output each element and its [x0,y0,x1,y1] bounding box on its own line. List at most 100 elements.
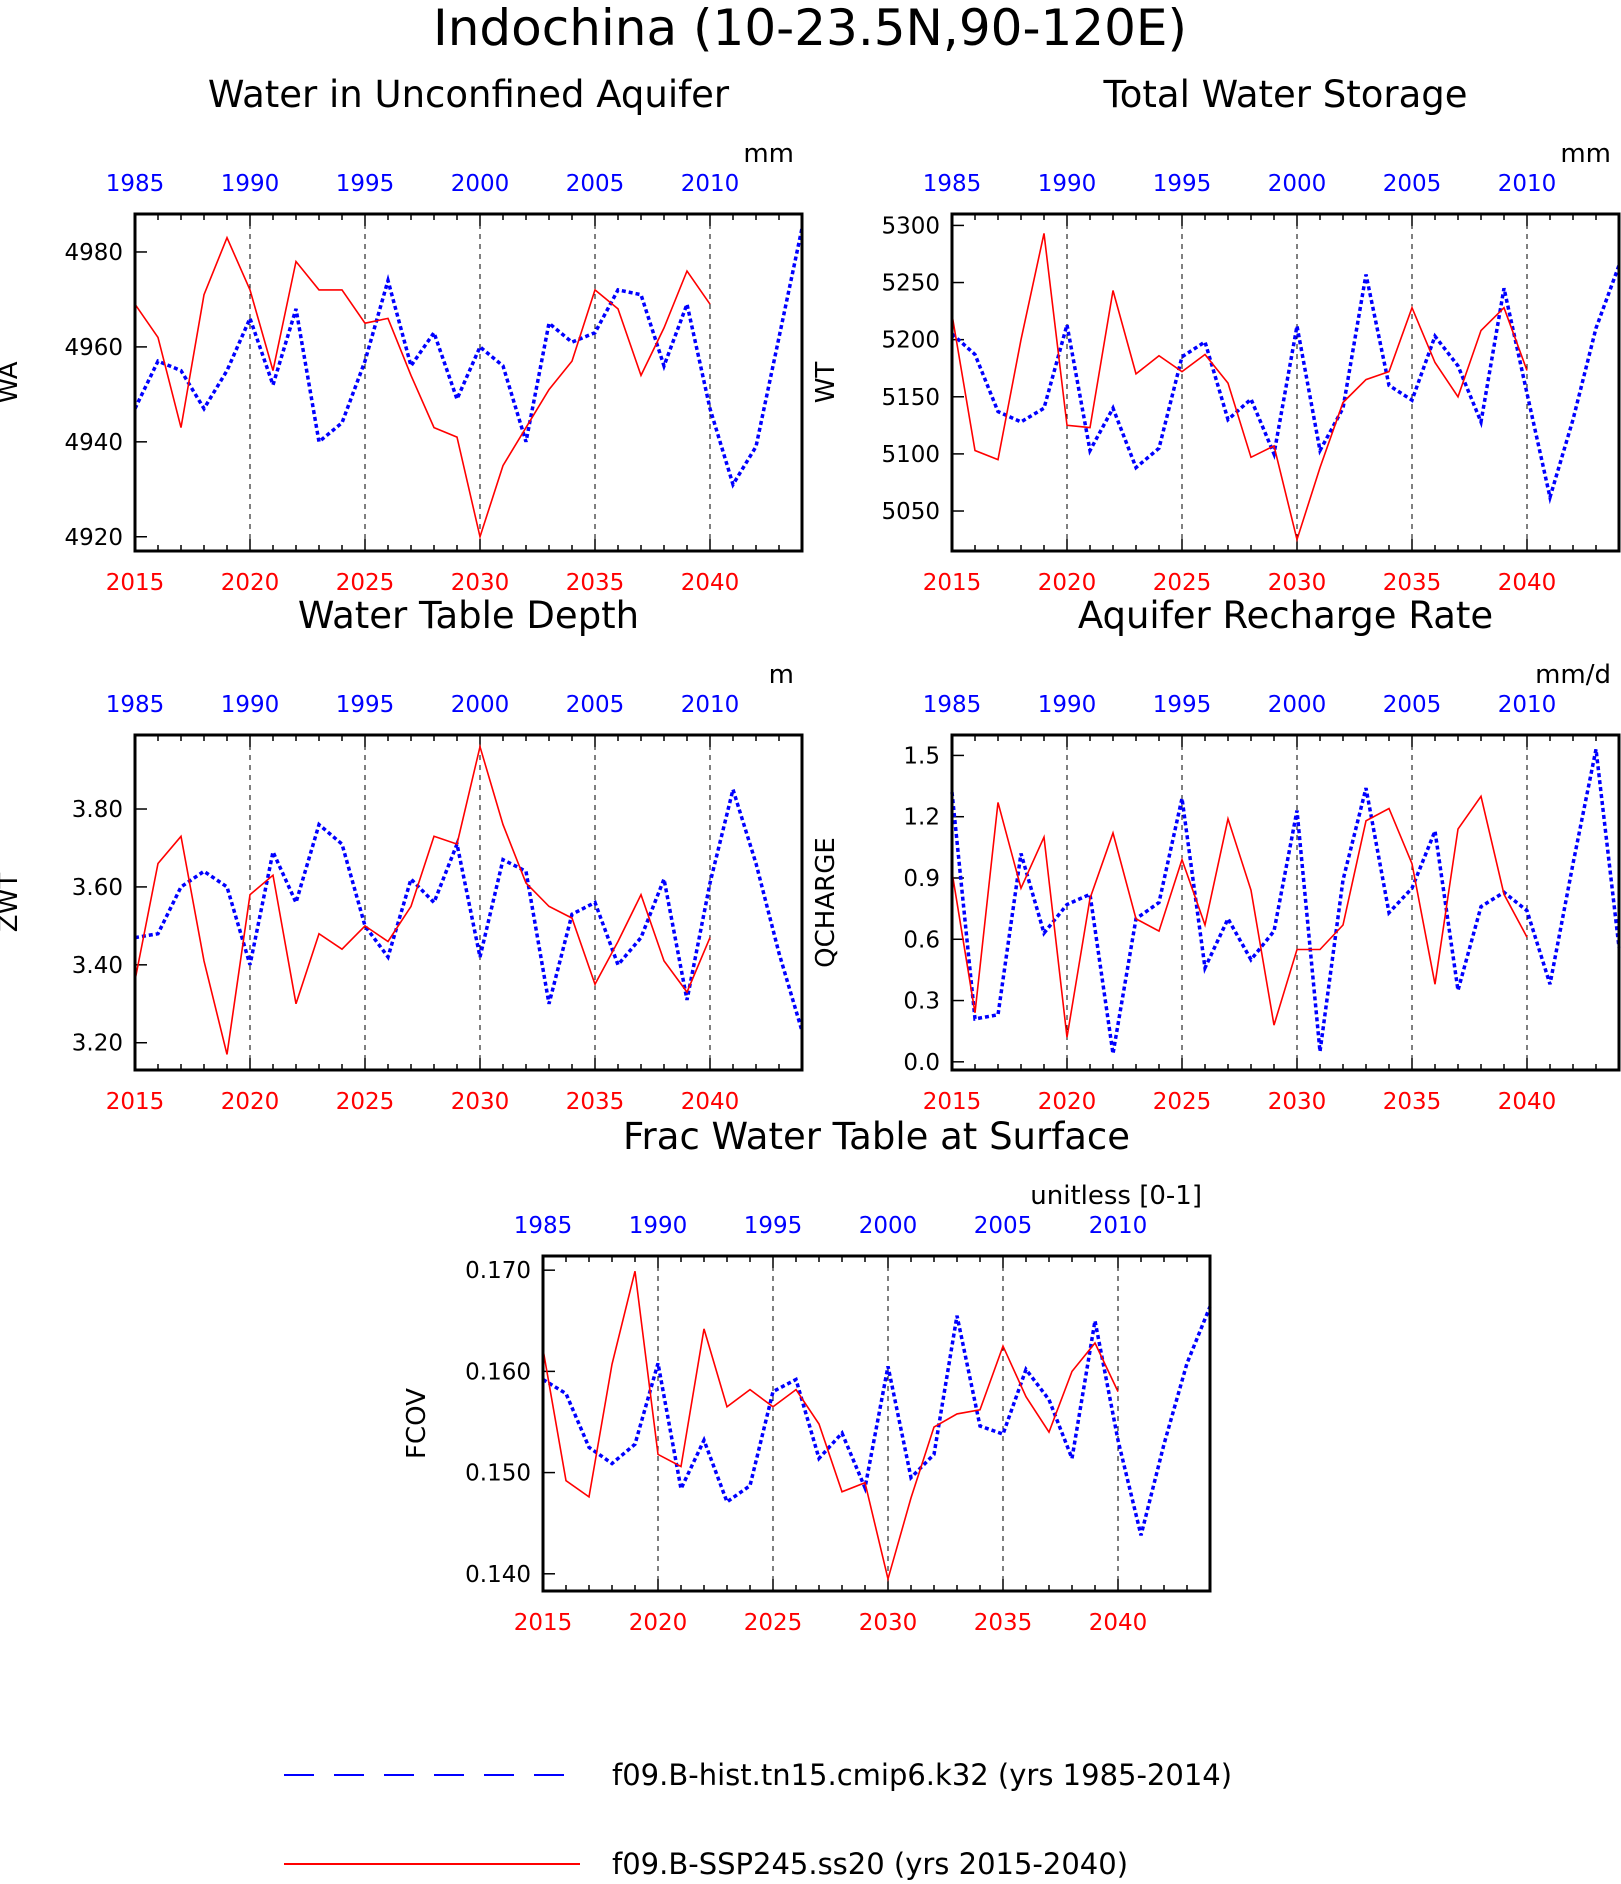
series-line-hist [950,264,1621,505]
y-tick-label: 5050 [881,499,940,525]
y-tick-label: 0.0 [903,1050,940,1076]
x-top-tick-label: 2005 [566,171,625,197]
x-top-tick-label: 1990 [221,171,280,197]
y-tick-label: 4960 [64,335,123,361]
y-tick-label: 5300 [881,213,940,239]
y-tick-label: 5150 [881,385,940,411]
plot-frame [133,212,804,553]
plot-frame [541,1254,1212,1593]
x-bottom-tick-label: 2030 [451,570,510,596]
panel-total-water-storage: Total Water Storage mm WT 5050 5100 5150 5200 5… [811,73,1621,596]
x-top-tick-label: 1995 [1153,692,1212,718]
y-tick-label: 3.20 [72,1031,123,1057]
series-line-ssp [951,233,1528,543]
series-line-hist [134,782,804,1032]
x-top-tick-label: 2000 [1268,692,1327,718]
x-top-tick-label: 2010 [1498,692,1557,718]
units-label: mm [743,139,794,169]
units-label: mm [1560,139,1611,169]
y-tick-label: 1.2 [903,805,940,831]
x-top-tick-label: 1990 [1038,692,1097,718]
x-top-tick-label: 2000 [451,171,510,197]
x-bottom-tick-label: 2035 [974,1610,1033,1636]
x-bottom-tick-label: 2025 [336,570,395,596]
x-bottom-tick-label: 2030 [1268,1089,1327,1115]
plot-frame [950,733,1621,1072]
x-bottom-tick-label: 2015 [106,1089,165,1115]
x-top-tick-label: 1985 [923,171,982,197]
y-tick-label: 5100 [881,442,940,468]
series-line-hist [542,1305,1212,1536]
x-top-tick-label: 2000 [1268,171,1327,197]
panel-water-in-unconfined-aquifer: Water in Unconfined Aquifer mm WA 4920 4940 4… [0,73,804,596]
x-bottom-tick-label: 2015 [923,570,982,596]
x-top-tick-label: 2000 [451,692,510,718]
x-top-tick-label: 2010 [1498,171,1557,197]
panel-water-table-depth: Water Table Depth m ZWT 3.20 3.40 3.60 3.80 201… [0,594,804,1115]
y-tick-label: 0.140 [465,1562,531,1588]
series-line-ssp [542,1271,1119,1583]
x-top-tick-label: 1985 [923,692,982,718]
x-bottom-tick-label: 2035 [1383,570,1442,596]
y-tick-label: 5250 [881,271,940,297]
units-label: m [769,660,794,690]
x-bottom-tick-label: 2040 [1498,570,1557,596]
page-title: Indochina (10-23.5N,90-120E) [433,0,1187,57]
y-tick-label: 0.170 [465,1258,531,1284]
x-top-tick-label: 2005 [1383,692,1442,718]
x-bottom-tick-label: 2015 [514,1610,573,1636]
y-tick-label: 0.150 [465,1461,531,1487]
y-tick-label: 4940 [64,430,123,456]
x-top-tick-label: 2000 [859,1213,918,1239]
x-top-tick-label: 1995 [1153,171,1212,197]
x-bottom-tick-label: 2035 [566,570,625,596]
y-tick-label: 3.40 [72,953,123,979]
x-bottom-tick-label: 2035 [1383,1089,1442,1115]
y-axis-label: QCHARGE [811,837,841,968]
x-top-tick-label: 1990 [1038,171,1097,197]
series-line-hist [133,227,804,489]
x-top-tick-label: 1985 [514,1213,573,1239]
x-bottom-tick-label: 2025 [1153,1089,1212,1115]
y-tick-label: 3.60 [72,875,123,901]
x-bottom-tick-label: 2020 [1038,1089,1097,1115]
x-top-tick-label: 2005 [1383,171,1442,197]
x-top-tick-label: 1990 [221,692,280,718]
y-axis-label: FCOV [402,1388,432,1459]
plot-frame [950,212,1621,553]
y-tick-label: 4980 [64,240,123,266]
x-top-tick-label: 2005 [566,692,625,718]
series-line-ssp [134,235,711,540]
y-tick-label: 0.3 [903,989,940,1015]
legend: f09.B-hist.tn15.cmip6.k32 (yrs 1985-2014… [284,1758,1232,1881]
legend-label-ssp: f09.B-SSP245.ss20 (yrs 2015-2040) [612,1847,1128,1881]
x-bottom-tick-label: 2040 [681,1089,740,1115]
x-bottom-tick-label: 2040 [1089,1610,1148,1636]
panel-title: Total Water Storage [1102,73,1467,116]
plot-frame [133,733,804,1072]
y-tick-label: 0.9 [903,866,940,892]
x-bottom-tick-label: 2020 [221,1089,280,1115]
x-bottom-tick-label: 2030 [859,1610,918,1636]
series-line-ssp [951,794,1528,1038]
x-top-tick-label: 2010 [681,171,740,197]
x-bottom-tick-label: 2020 [1038,570,1097,596]
x-top-tick-label: 1995 [336,692,395,718]
panel-frac-water-table-at-surface: Frac Water Table at Surface unitless [0-1… [402,1115,1212,1636]
panel-title: Frac Water Table at Surface [623,1115,1130,1158]
x-bottom-tick-label: 2030 [1268,570,1327,596]
x-top-tick-label: 1990 [629,1213,688,1239]
x-bottom-tick-label: 2025 [744,1610,803,1636]
x-bottom-tick-label: 2035 [566,1089,625,1115]
panel-aquifer-recharge-rate: Aquifer Recharge Rate mm/d QCHARGE 0.0 0.3 0.… [811,594,1621,1115]
y-axis-label: ZWT [0,873,24,933]
series-line-ssp [134,743,711,1055]
y-tick-label: 4920 [64,525,123,551]
y-tick-label: 1.5 [903,743,940,769]
x-bottom-tick-label: 2040 [681,570,740,596]
x-top-tick-label: 2010 [1089,1213,1148,1239]
x-top-tick-label: 2010 [681,692,740,718]
x-top-tick-label: 1995 [336,171,395,197]
units-label: mm/d [1535,660,1611,690]
